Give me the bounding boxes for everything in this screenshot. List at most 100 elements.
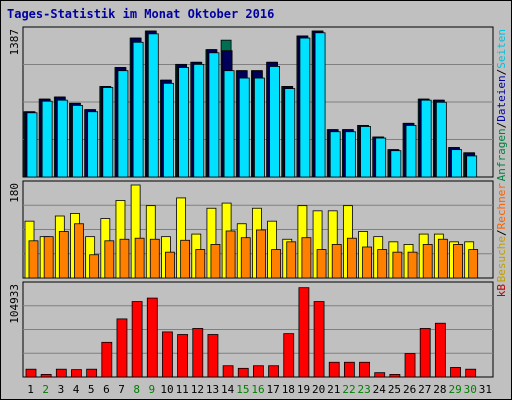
bar-kb-22 xyxy=(343,361,355,378)
bar-kb-18 xyxy=(283,333,295,378)
legend-entry: / xyxy=(495,229,508,236)
x-tick-label-12: 12 xyxy=(191,383,204,396)
bar-rechner-13 xyxy=(210,244,221,279)
x-tick-label-17: 17 xyxy=(267,383,280,396)
panel-bottom-legend: kB xyxy=(495,284,508,298)
legend-entry: / xyxy=(495,69,508,76)
bar-rechner-28 xyxy=(437,238,448,279)
bar-rechner-2 xyxy=(43,236,54,279)
bar-rechner-12 xyxy=(195,249,206,279)
legend-entry: kB xyxy=(495,284,508,298)
bar-kb-14 xyxy=(222,365,234,378)
legend-entry: Dateien xyxy=(495,75,508,121)
panel-middle-legend: Besuche/Rechner xyxy=(495,183,508,283)
bar-seiten-24 xyxy=(375,137,387,178)
x-tick-label-23: 23 xyxy=(358,383,371,396)
bar-seiten-12 xyxy=(193,63,205,178)
bar-rechner-14 xyxy=(225,230,236,279)
x-tick-label-22: 22 xyxy=(342,383,355,396)
bar-kb-4 xyxy=(71,369,82,378)
legend-entry: / xyxy=(495,122,508,129)
bar-seiten-3 xyxy=(56,99,68,178)
bar-seiten-5 xyxy=(87,111,99,178)
x-tick-label-25: 25 xyxy=(388,383,401,396)
bar-kb-11 xyxy=(177,334,189,378)
bar-seiten-9 xyxy=(147,33,159,178)
bar-rechner-20 xyxy=(316,249,327,279)
bar-rechner-26 xyxy=(407,251,418,279)
x-tick-label-28: 28 xyxy=(433,383,446,396)
bar-kb-3 xyxy=(55,368,67,378)
bar-seiten-30 xyxy=(466,155,478,178)
bar-rechner-5 xyxy=(89,254,100,279)
x-tick-label-10: 10 xyxy=(160,383,173,396)
x-tick-label-2: 2 xyxy=(42,383,49,396)
bar-rechner-24 xyxy=(377,249,388,279)
x-tick-label-18: 18 xyxy=(282,383,295,396)
x-tick-label-4: 4 xyxy=(73,383,80,396)
bar-rechner-8 xyxy=(134,237,145,279)
bar-seiten-25 xyxy=(390,150,402,178)
bar-kb-23 xyxy=(359,361,370,378)
bar-rechner-16 xyxy=(256,229,266,279)
x-tick-label-8: 8 xyxy=(133,383,140,396)
bar-kb-10 xyxy=(162,331,173,378)
bar-seiten-18 xyxy=(284,88,296,178)
x-tick-label-6: 6 xyxy=(103,383,110,396)
bar-seiten-23 xyxy=(360,126,371,178)
bar-seiten-27 xyxy=(420,99,432,178)
legend-entry: Seiten xyxy=(495,29,508,69)
x-tick-label-1: 1 xyxy=(27,383,34,396)
bar-seiten-22 xyxy=(344,131,356,178)
bar-rechner-6 xyxy=(104,240,115,279)
bar-seiten-2 xyxy=(41,100,53,178)
x-tick-label-16: 16 xyxy=(251,383,264,396)
x-tick-label-3: 3 xyxy=(58,383,65,396)
bar-kb-21 xyxy=(328,361,340,378)
bar-seiten-8 xyxy=(132,41,144,178)
x-tick-label-31: 31 xyxy=(479,383,492,396)
x-tick-label-29: 29 xyxy=(448,383,461,396)
bar-kb-15 xyxy=(237,367,249,378)
bar-rechner-9 xyxy=(149,238,160,279)
bar-rechner-30 xyxy=(468,249,479,279)
x-tick-label-19: 19 xyxy=(297,383,310,396)
bar-seiten-21 xyxy=(329,131,341,178)
bar-kb-20 xyxy=(313,301,325,378)
bar-rechner-29 xyxy=(453,244,463,279)
bar-kb-25 xyxy=(389,373,401,378)
legend-entry: Anfragen xyxy=(495,128,508,181)
x-tick-label-13: 13 xyxy=(206,383,219,396)
bar-seiten-14 xyxy=(223,70,235,178)
bar-rechner-7 xyxy=(119,238,130,279)
bar-rechner-17 xyxy=(271,249,281,279)
bar-kb-7 xyxy=(116,318,128,378)
bar-seiten-19 xyxy=(299,37,311,178)
bar-seiten-13 xyxy=(208,52,220,178)
x-tick-label-20: 20 xyxy=(312,383,325,396)
bar-kb-17 xyxy=(268,365,279,378)
bar-seiten-7 xyxy=(117,70,129,178)
x-tick-label-24: 24 xyxy=(373,383,387,396)
bar-rechner-23 xyxy=(362,246,372,279)
bar-kb-16 xyxy=(253,365,264,378)
bar-seiten-11 xyxy=(178,67,190,178)
panel-middle-ymax-label: 180 xyxy=(8,183,21,203)
bar-kb-1 xyxy=(25,368,37,378)
bar-rechner-10 xyxy=(165,251,175,279)
bar-kb-6 xyxy=(101,341,113,378)
x-tick-label-26: 26 xyxy=(403,383,416,396)
bar-rechner-21 xyxy=(331,244,342,279)
bar-kb-9 xyxy=(146,297,158,378)
bar-rechner-11 xyxy=(180,239,191,279)
bar-rechner-3 xyxy=(58,231,69,279)
bar-rechner-4 xyxy=(74,223,84,279)
bar-seiten-1 xyxy=(26,112,38,178)
bar-rechner-1 xyxy=(28,240,39,279)
bar-kb-8 xyxy=(131,301,143,378)
x-tick-label-5: 5 xyxy=(88,383,95,396)
bar-kb-13 xyxy=(207,334,219,378)
bar-rechner-19 xyxy=(301,237,312,279)
